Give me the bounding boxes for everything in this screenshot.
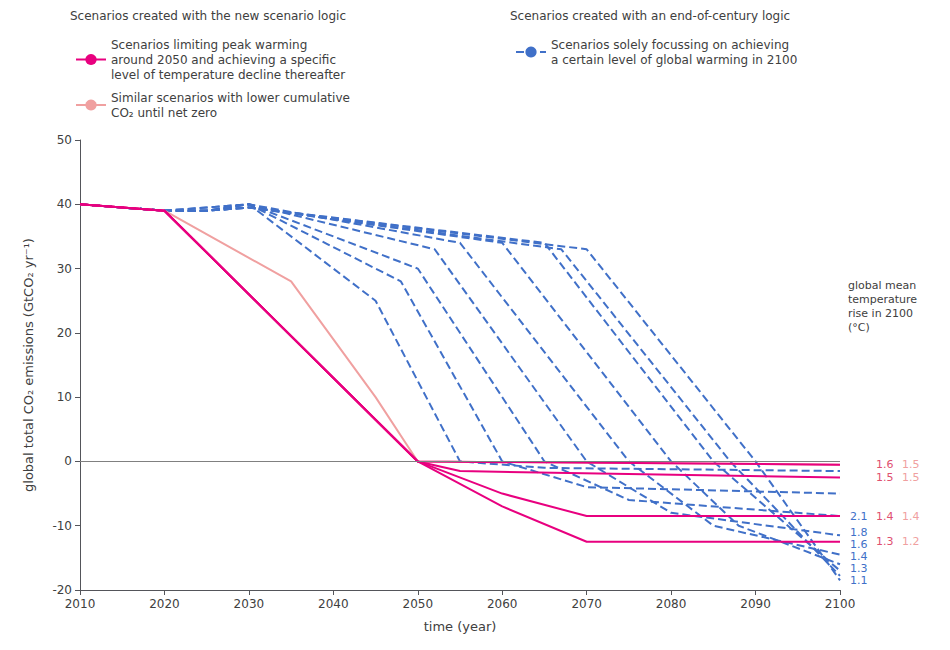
svg-text:global mean: global mean [848,279,916,292]
svg-text:30: 30 [57,262,72,276]
svg-text:1.8: 1.8 [850,525,868,539]
svg-text:2090: 2090 [740,597,771,611]
svg-text:global total CO₂ emissions (Gt: global total CO₂ emissions (GtCO₂ yr⁻¹) [21,238,36,492]
svg-text:around 2050 and achieving a sp: around 2050 and achieving a specific [111,53,336,67]
svg-text:1.4: 1.4 [876,510,894,523]
svg-text:time (year): time (year) [424,619,497,634]
svg-text:2010: 2010 [65,597,96,611]
svg-text:2040: 2040 [318,597,349,611]
svg-text:Scenarios created with an end-: Scenarios created with an end-of-century… [510,9,790,23]
svg-text:1.2: 1.2 [902,535,920,548]
svg-text:20: 20 [57,326,72,340]
svg-text:50: 50 [57,133,72,147]
svg-text:1.1: 1.1 [850,574,868,587]
svg-text:2050: 2050 [403,597,434,611]
svg-text:(°C): (°C) [848,321,870,334]
svg-text:Scenarios solely focussing on: Scenarios solely focussing on achieving [551,38,789,52]
svg-text:1.5: 1.5 [902,471,920,484]
svg-text:2070: 2070 [571,597,602,611]
svg-text:1.3: 1.3 [876,535,894,548]
svg-text:2.1: 2.1 [850,510,868,523]
svg-text:40: 40 [57,197,72,211]
svg-text:2100: 2100 [825,597,856,611]
svg-text:2020: 2020 [149,597,180,611]
svg-text:Scenarios created with the new: Scenarios created with the new scenario … [70,9,346,23]
svg-text:1.4: 1.4 [850,549,868,563]
svg-text:1.6: 1.6 [876,458,894,471]
svg-text:Scenarios limiting peak warmin: Scenarios limiting peak warming [111,38,307,52]
svg-text:level of temperature decline t: level of temperature decline thereafter [111,68,345,82]
svg-text:2080: 2080 [656,597,687,611]
svg-text:0: 0 [64,454,72,468]
svg-text:1.3: 1.3 [850,561,868,575]
svg-text:rise in 2100: rise in 2100 [848,307,913,320]
svg-text:1.4: 1.4 [902,510,920,523]
svg-text:1.5: 1.5 [876,471,894,484]
svg-text:2060: 2060 [487,597,518,611]
svg-text:-10: -10 [52,519,72,533]
svg-text:temperature: temperature [848,293,917,306]
svg-text:Similar scenarios with lower c: Similar scenarios with lower cumulative [111,91,350,105]
svg-text:10: 10 [57,390,72,404]
svg-text:a certain level of global warm: a certain level of global warming in 210… [551,53,797,67]
svg-text:1.5: 1.5 [902,458,920,471]
svg-text:CO₂ until net zero: CO₂ until net zero [111,106,217,120]
svg-text:-20: -20 [52,583,72,597]
svg-text:1.6: 1.6 [850,537,868,551]
svg-text:2030: 2030 [234,597,265,611]
